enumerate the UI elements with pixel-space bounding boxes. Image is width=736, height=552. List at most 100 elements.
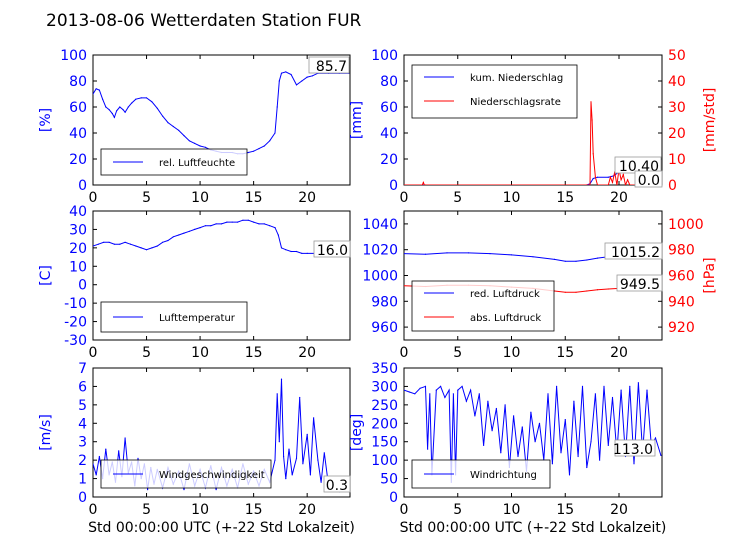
x-tick-label: 0 [400, 345, 409, 361]
data-point [627, 179, 628, 180]
current-value: 16.0 [317, 243, 348, 259]
data-point [119, 244, 120, 245]
x-tick-label: 10 [191, 502, 209, 518]
data-point [285, 249, 286, 250]
data-point [194, 229, 195, 230]
data-point [141, 97, 142, 98]
legend: rel. Luftfeuchte [101, 149, 247, 175]
data-point [302, 463, 303, 464]
y-right-tick-label: 20 [668, 126, 686, 142]
y-right-axis-label: [hPa] [702, 257, 718, 293]
data-point [492, 430, 493, 431]
y-tick-label: -10 [64, 296, 87, 312]
data-point [216, 489, 217, 490]
data-point [131, 103, 132, 104]
legend-label: red. Luftdruck [470, 289, 540, 300]
data-point [425, 254, 426, 255]
data-point [312, 75, 313, 76]
y-tick-label: 3 [78, 435, 87, 451]
current-value-box: 949.5 [617, 275, 662, 293]
y-tick-label: 100 [371, 453, 398, 469]
x-tick-label: 20 [610, 502, 628, 518]
data-point [414, 393, 415, 394]
data-point [205, 147, 206, 148]
data-point [573, 401, 574, 402]
y-tick-label: 200 [371, 416, 398, 432]
data-point [592, 119, 593, 120]
chart-precipitation: 0 5 10 15 2002040608010001020304050[mm] [mm/s… [349, 48, 718, 206]
chart-temperature: 0 5 10 15 20-30-20-10010203040[C]Lufttempera… [38, 204, 350, 361]
y-tick-label: 20 [69, 152, 87, 168]
data-point [578, 456, 579, 457]
data-point [283, 456, 284, 457]
data-point [253, 151, 254, 152]
data-point [427, 449, 428, 450]
x-tick-label: 15 [245, 502, 263, 518]
data-point [621, 179, 622, 180]
y-tick-label: 40 [69, 204, 87, 220]
data-point [210, 225, 211, 226]
y-right-axis-label: [mm/std] [702, 88, 718, 153]
data-point [595, 393, 596, 394]
x-tick-label: 0 [89, 502, 98, 518]
data-point [248, 220, 249, 221]
y-tick-label: 5 [78, 398, 87, 414]
data-point [205, 225, 206, 226]
data-point [146, 249, 147, 250]
data-point [489, 253, 490, 254]
data-point [612, 397, 613, 398]
data-point [565, 419, 566, 420]
data-point [189, 231, 190, 232]
data-point [141, 247, 142, 248]
current-value-box: 113.0 [613, 440, 655, 458]
data-point [590, 441, 591, 442]
data-point [118, 450, 119, 451]
data-point [449, 390, 450, 391]
y-tick-label: 1 [78, 472, 87, 488]
data-point [633, 463, 634, 464]
y-tick-label: 0 [78, 278, 87, 294]
current-value: 0.0 [638, 173, 660, 189]
data-point [125, 437, 126, 438]
data-point [269, 140, 270, 141]
data-point [423, 182, 424, 183]
legend: Windgeschwindigkeit [101, 460, 271, 488]
data-point [599, 460, 600, 461]
data-point [296, 84, 297, 85]
y-tick-label: 0 [389, 490, 398, 506]
x-tick-label: 20 [298, 345, 316, 361]
x-tick-label: 0 [400, 190, 409, 206]
data-point [137, 458, 138, 459]
data-point [317, 460, 318, 461]
data-point [183, 233, 184, 234]
y-right-tick-label: 920 [668, 320, 695, 336]
figure-title: 2013-08-06 Wetterdaten Station FUR [46, 11, 362, 31]
data-point [436, 390, 437, 391]
data-point [409, 391, 410, 392]
x-tick-label: 15 [245, 345, 263, 361]
data-point [200, 227, 201, 228]
data-point [457, 390, 458, 391]
y-right-tick-label: 10 [668, 152, 686, 168]
legend: kum. NiederschlagNiederschlagsrate [412, 65, 577, 118]
data-point [157, 108, 158, 109]
data-point [281, 73, 282, 74]
data-point [278, 234, 279, 235]
data-point [116, 110, 117, 111]
data-point [232, 222, 233, 223]
data-point [128, 106, 129, 107]
data-point [102, 99, 103, 100]
data-point [299, 397, 300, 398]
data-point [556, 386, 557, 387]
current-value: 85.7 [316, 59, 347, 75]
data-point [425, 386, 426, 387]
x-tick-label: 0 [400, 502, 409, 518]
data-point [313, 417, 314, 418]
data-point [608, 177, 609, 178]
data-point [593, 153, 594, 154]
y-tick-label: 7 [78, 361, 87, 377]
data-point [226, 222, 227, 223]
y-right-tick-label: 40 [668, 74, 686, 90]
data-point [505, 404, 506, 405]
data-point [468, 252, 469, 253]
